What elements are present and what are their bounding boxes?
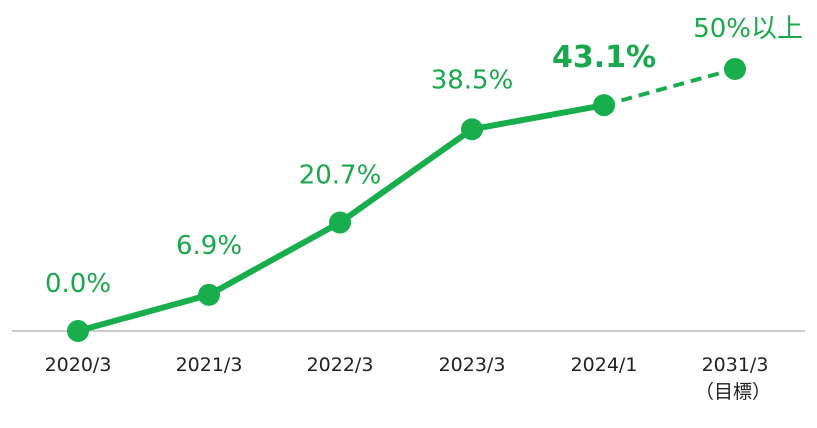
data-point <box>67 320 89 342</box>
line-segment <box>469 102 607 133</box>
data-label: 6.9% <box>176 231 242 261</box>
line-segment <box>206 219 343 298</box>
x-tick-sublabel: （目標） <box>695 381 771 403</box>
data-points <box>67 58 746 342</box>
data-point <box>593 94 615 117</box>
data-point <box>461 118 483 141</box>
x-tick-label: 2024/1 <box>571 354 638 376</box>
x-tick-label: 2020/3 <box>45 354 112 376</box>
data-label: 0.0% <box>45 269 111 299</box>
data-labels: 0.0% 6.9% 20.7% 38.5% 43.1% 50%以上 <box>45 14 803 299</box>
data-label: 38.5% <box>431 65 514 95</box>
series-lines <box>75 67 736 334</box>
data-label: 20.7% <box>299 161 382 191</box>
data-point <box>198 283 220 306</box>
data-point <box>329 211 351 234</box>
data-point <box>724 58 746 80</box>
line-segment <box>75 291 212 334</box>
x-tick-labels: 2020/3 2021/3 2022/3 2023/3 2024/1 2031/3 （目標） <box>45 354 771 403</box>
data-label: 50%以上 <box>693 14 803 44</box>
line-segment <box>337 126 475 226</box>
target-line-segment <box>603 67 736 108</box>
x-tick-label: 2022/3 <box>307 354 374 376</box>
data-label: 43.1% <box>552 40 656 75</box>
x-tick-label: 2021/3 <box>176 354 243 376</box>
x-tick-label: 2031/3 <box>702 354 769 376</box>
x-tick-label: 2023/3 <box>439 354 506 376</box>
